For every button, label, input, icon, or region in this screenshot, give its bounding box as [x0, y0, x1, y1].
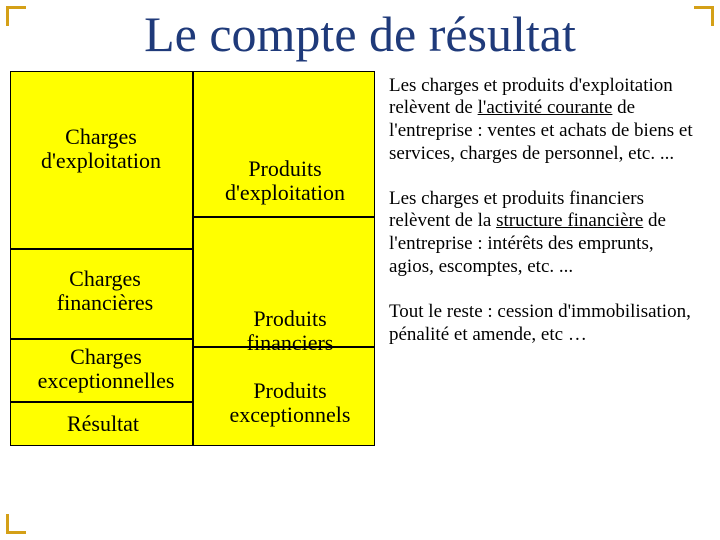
- corner-decoration-tr: [694, 6, 714, 26]
- resultat-label: Résultat: [58, 412, 148, 436]
- page-title: Le compte de résultat: [0, 0, 720, 61]
- produits-exceptionnels-label: Produits exceptionnels: [210, 379, 370, 427]
- corner-decoration-tl: [6, 6, 26, 26]
- exp-financiers: Les charges et produits financiers relèv…: [389, 188, 702, 279]
- explanations-column: Les charges et produits d'exploitation r…: [389, 71, 702, 446]
- content-row: Charges d'exploitation Produits d'exploit…: [0, 61, 720, 456]
- charges-financieres-label: Charges financières: [40, 267, 170, 315]
- charges-exploitation-label: Charges d'exploitation: [26, 125, 176, 173]
- exp-exploitation: Les charges et produits d'exploitation r…: [389, 75, 702, 166]
- corner-decoration-bl: [6, 514, 26, 534]
- income-statement-diagram: Charges d'exploitation Produits d'exploit…: [10, 71, 375, 446]
- produits-exploitation-label: Produits d'exploitation: [210, 157, 360, 205]
- exp-exceptionnels: Tout le reste : cession d'immobilisation…: [389, 301, 702, 347]
- charges-exceptionnelles-label: Charges exceptionnelles: [26, 345, 186, 393]
- produits-financiers-label: Produits financiers: [225, 307, 355, 355]
